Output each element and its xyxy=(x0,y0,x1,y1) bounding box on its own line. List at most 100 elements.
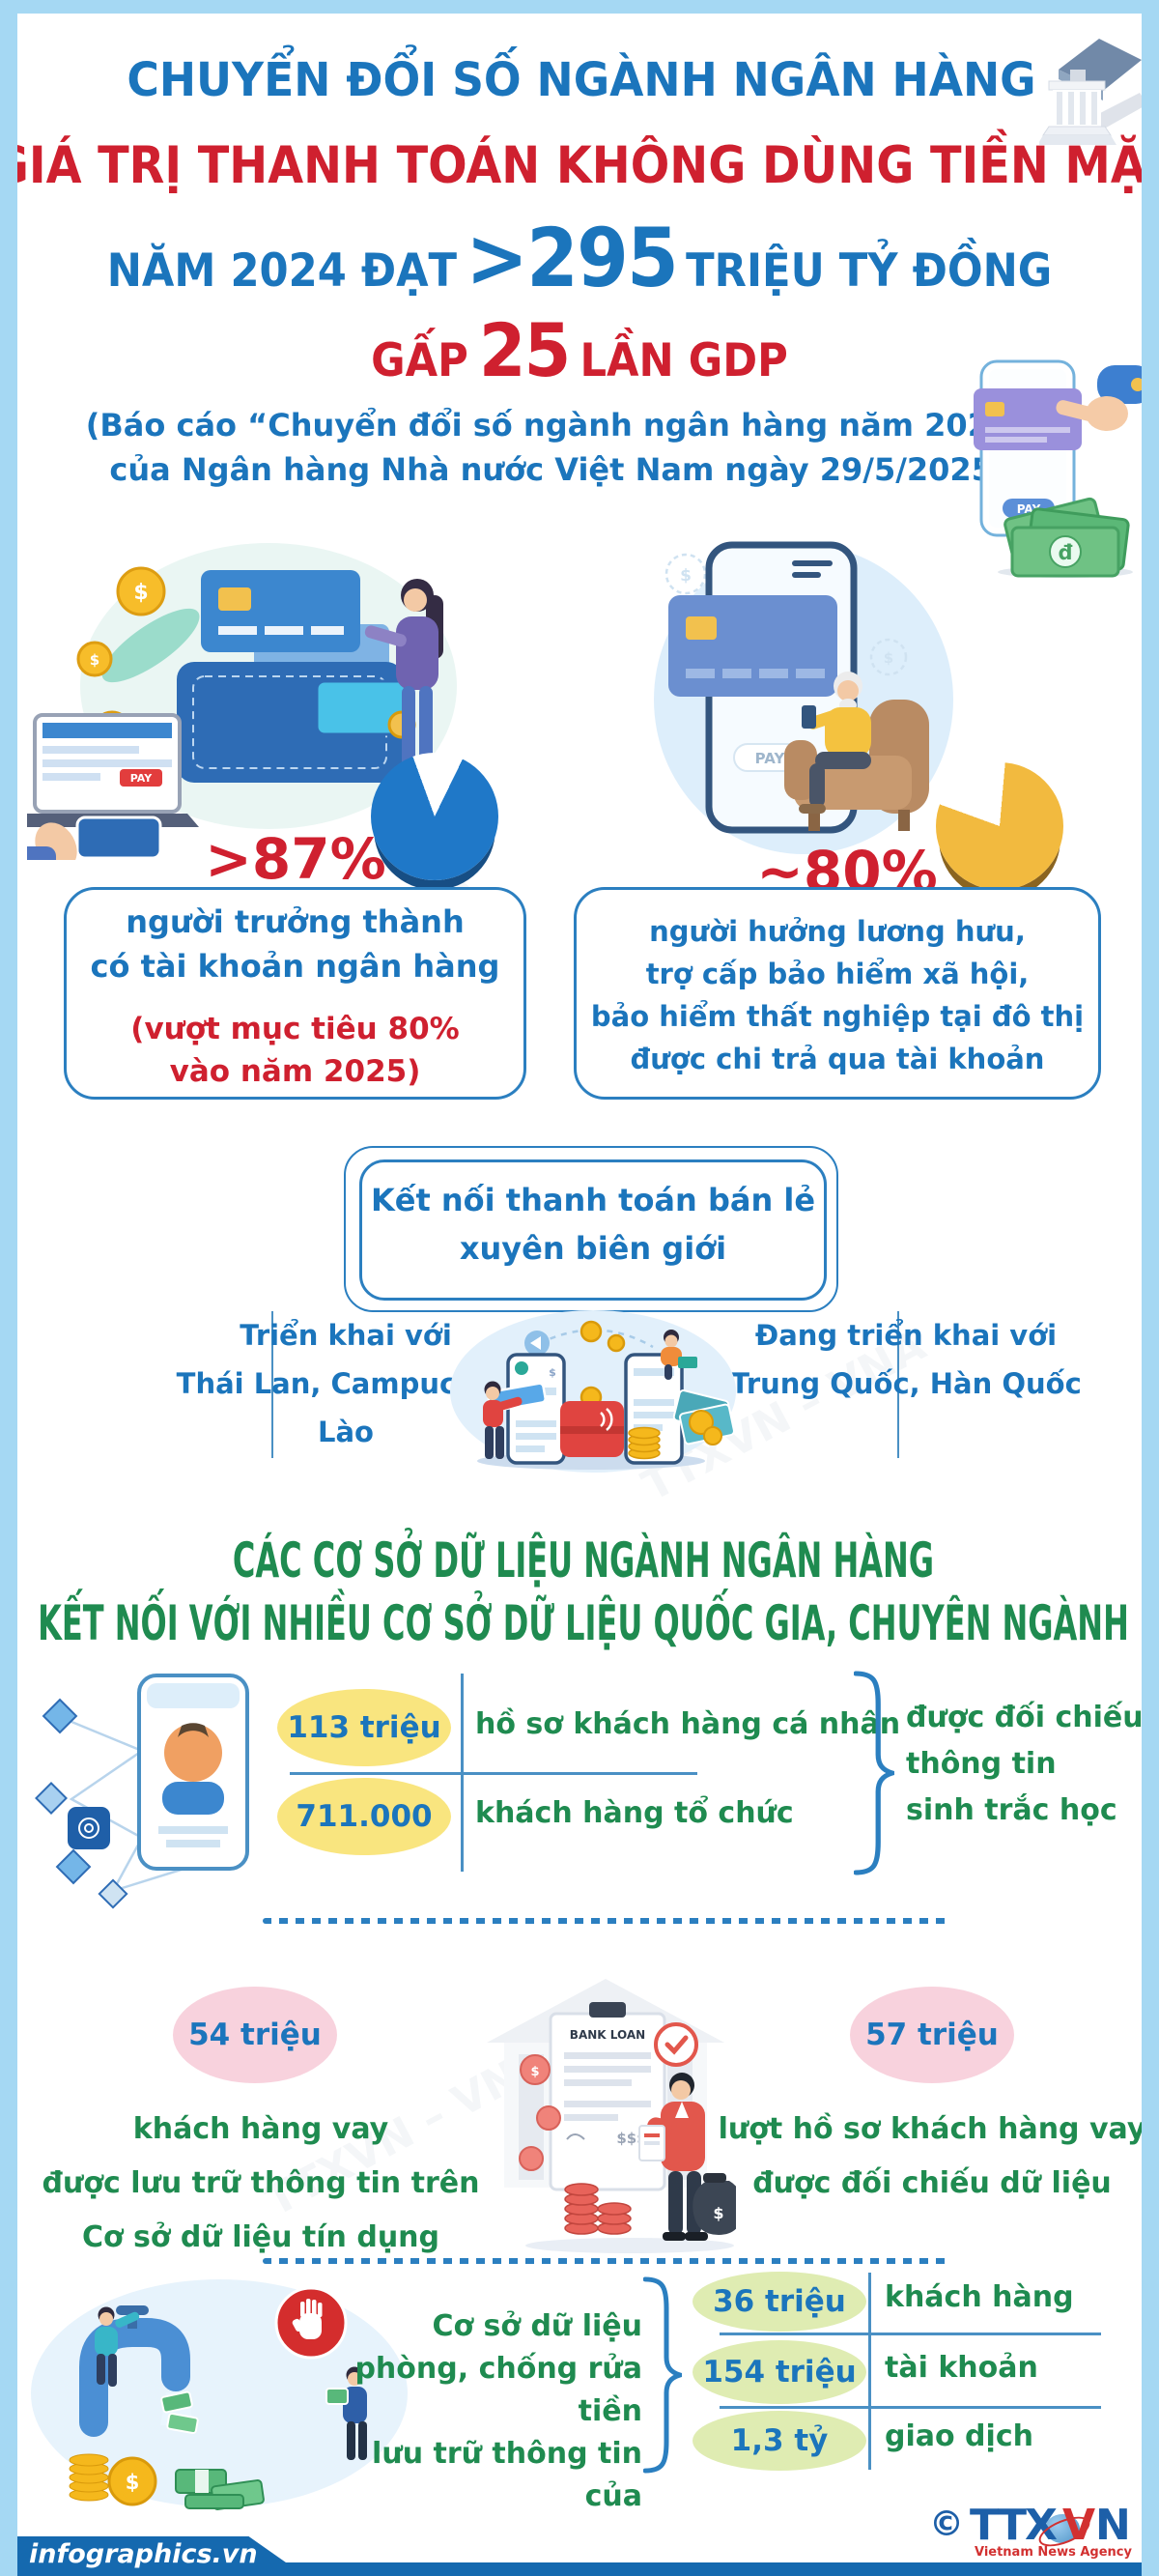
column-divider xyxy=(461,1674,464,1872)
credit-left-line3: Cơ sở dữ liệu tín dụng xyxy=(81,2220,440,2254)
svg-text:$: $ xyxy=(884,649,893,667)
dotted-divider-2 xyxy=(263,2258,951,2264)
credit-right-value: 57 triệu xyxy=(850,1987,1014,2083)
person-left xyxy=(483,1381,523,1459)
credit-right-text: lượt hồ sơ khách hàng vay được đối chiếu… xyxy=(715,2103,1149,2211)
red-coin-stacks: $ xyxy=(519,2054,632,2235)
biometric-value-individual: 113 triệu xyxy=(277,1689,451,1766)
value-154m: 154 triệu xyxy=(702,2355,857,2390)
mobile-payment-icon: PAY đ xyxy=(974,359,1153,578)
red-wallet-icon xyxy=(560,1386,624,1457)
svg-text:$: $ xyxy=(530,2065,539,2079)
credit-left-value: 54 triệu xyxy=(173,1987,337,2083)
curly-brace-aml xyxy=(643,2276,682,2474)
deploying-line2: Trung Quốc, Hàn Quốc xyxy=(730,1367,1082,1400)
credit-right-line2: được đối chiếu dữ liệu xyxy=(752,2166,1112,2200)
adults-note1: (vượt mục tiêu 80% xyxy=(130,1012,460,1046)
pie-chart-pension-80 xyxy=(936,762,1063,890)
svg-text:$: $ xyxy=(549,1366,556,1379)
agency-name: Vietnam News Agency xyxy=(974,2545,1132,2560)
credit-left-line2: được lưu trữ thông tin trên xyxy=(42,2166,480,2200)
credit-card-icon xyxy=(201,570,360,652)
id-phone xyxy=(137,1674,249,1871)
pensioner-illustration: $ $ PAY xyxy=(654,541,953,854)
elderly-man-figure xyxy=(799,672,871,814)
database-heading-line2: KẾT NỐI VỚI NHIỀU CƠ SỞ DỮ LIỆU QUỐC GIA… xyxy=(38,1595,1129,1651)
deploying-line1: Đang triển khai với xyxy=(754,1319,1058,1352)
aml-label-accounts: tài khoản xyxy=(885,2351,1038,2385)
crossborder-box-line1: Kết nối thanh toán bán lẻ xyxy=(370,1182,816,1218)
deploying-countries: Đang triển khai với Trung Quốc, Hàn Quốc xyxy=(713,1311,1099,1408)
svg-text:$: $ xyxy=(133,581,148,605)
site-url: infographics.vn xyxy=(29,2539,258,2569)
pension-line3: bảo hiểm thất nghiệp tại đô thị xyxy=(590,1000,1085,1033)
laptop-pay-icon: PAY xyxy=(27,713,199,860)
online-banking-illustration: $ $ $ xyxy=(27,543,457,860)
footer-tab: infographics.vn xyxy=(0,2536,286,2576)
pension-line1: người hưởng lương hưu, xyxy=(649,915,1026,948)
svg-text:đ: đ xyxy=(1058,541,1072,564)
value-711k: 711.000 xyxy=(296,1799,433,1834)
aml-column-divider xyxy=(868,2273,871,2470)
svg-text:$: $ xyxy=(90,651,99,669)
copyright-icon: © xyxy=(929,2504,964,2544)
svg-text:$: $ xyxy=(713,2204,723,2222)
borrower-figure xyxy=(638,2073,708,2241)
svg-text:PAY: PAY xyxy=(755,750,786,767)
deployed-line1: Triển khai với xyxy=(240,1319,452,1352)
person-sitting xyxy=(661,1330,697,1380)
page-title: CHUYỂN ĐỔI SỐ NGÀNH NGÂN HÀNG xyxy=(127,53,1036,107)
credit-right-line1: lượt hồ sơ khách hàng vay xyxy=(718,2112,1146,2146)
row-divider xyxy=(290,1772,697,1775)
aml-value-customers: 36 triệu xyxy=(693,2272,866,2332)
aml-intro-line3: lưu trữ thông tin của xyxy=(372,2437,642,2513)
logo-n: N xyxy=(1095,2501,1131,2550)
title-2024-line: NĂM 2024 ĐẠT >295 TRIỆU TỶ ĐỒNG xyxy=(46,211,1113,305)
fingerprint-chip xyxy=(68,1807,110,1849)
aml-label-transactions: giao dịch xyxy=(885,2419,1033,2453)
credit-left-text: khách hàng vay được lưu trữ thông tin tr… xyxy=(39,2103,483,2265)
aml-divider-2 xyxy=(720,2406,1101,2409)
biometric-label-org: khách hàng tổ chức xyxy=(475,1796,794,1830)
biometric-value-org: 711.000 xyxy=(277,1778,451,1855)
right-connector-line xyxy=(897,1311,899,1458)
transfer-illustration: $ xyxy=(450,1310,736,1473)
money-bag: $ xyxy=(693,2173,736,2235)
database-heading-line1: CÁC CƠ SỞ DỮ LIỆU NGÀNH NGÂN HÀNG xyxy=(232,1532,935,1589)
credit-left-line1: khách hàng vay xyxy=(132,2112,389,2146)
logo-v: V xyxy=(1062,2501,1095,2550)
globe-icon xyxy=(1045,2514,1080,2543)
money-bundles xyxy=(175,2469,265,2510)
adults-note2: vào năm 2025) xyxy=(169,1054,421,1089)
aml-illustration: $ xyxy=(31,2279,408,2510)
crossborder-box-line2: xuyên biên giới xyxy=(459,1230,727,1267)
svg-text:PAY: PAY xyxy=(130,772,154,785)
aml-intro-line1: Cơ sở dữ liệu xyxy=(432,2309,642,2343)
value-57m: 57 triệu xyxy=(865,2018,999,2052)
value-1-3b: 1,3 tỷ xyxy=(730,2423,829,2458)
money-notes-icon: đ xyxy=(1004,497,1130,578)
pension-stat-box: người hưởng lương hưu, trợ cấp bảo hiểm … xyxy=(574,887,1101,1100)
pointing-finger xyxy=(1056,400,1112,425)
curly-brace-biometric xyxy=(854,1671,894,1875)
hand-cuff xyxy=(1097,365,1153,404)
subtitle-line2: của Ngân hàng Nhà nước Việt Nam ngày 29/… xyxy=(109,451,1007,488)
aml-divider-1 xyxy=(720,2333,1101,2335)
pie-chart-adults-87 xyxy=(371,753,498,880)
title3-big-number: >295 xyxy=(466,211,679,305)
value-54m: 54 triệu xyxy=(188,2018,322,2052)
adults-percent: >87% xyxy=(205,826,386,892)
bank-loan-illustration: BANK LOAN $$$ xyxy=(487,1979,736,2253)
aml-value-transactions: 1,3 tỷ xyxy=(693,2411,866,2471)
loan-document: BANK LOAN $$$ xyxy=(549,2002,666,2191)
aml-value-accounts: 154 triệu xyxy=(693,2340,866,2404)
svg-text:$: $ xyxy=(680,566,692,586)
gold-coin-stack: $ xyxy=(69,2453,157,2506)
stop-hand-icon xyxy=(274,2286,348,2360)
title3-suffix: TRIỆU TỶ ĐỒNG xyxy=(686,244,1053,298)
pension-line4: được chi trả qua tài khoản xyxy=(630,1043,1045,1075)
digital-identity-illustration xyxy=(35,1674,249,1909)
title-gdp-line: GẤP 25 LẦN GDP xyxy=(46,307,1113,393)
value-36m: 36 triệu xyxy=(713,2284,846,2319)
